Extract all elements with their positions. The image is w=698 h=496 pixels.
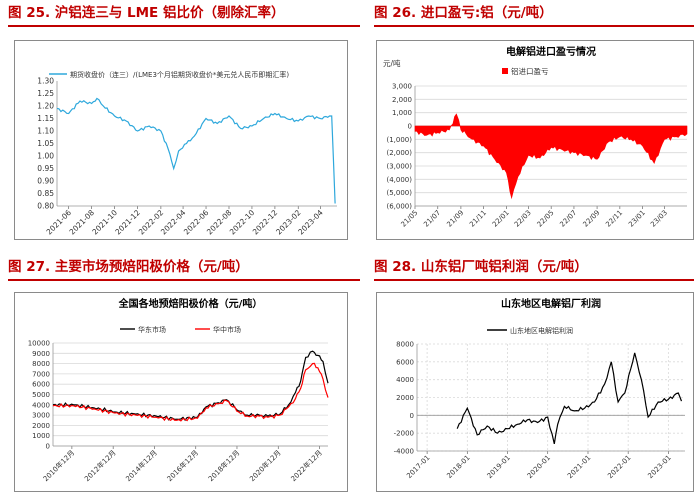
y-tick-label: 0.85 [37,189,54,198]
legend-label: 山东地区电解铝利润 [510,326,573,335]
figure-26-header: 图 26. 进口盈亏:铝（元/吨） [374,5,553,21]
y-tick-label: 4000 [396,376,414,384]
y-tick-label: 0.95 [37,164,54,173]
y-tick-label: 0 [408,123,412,131]
y-tick-label: (5,000) [386,189,412,197]
y-tick-label: 0 [46,443,50,451]
header-rule [8,25,360,27]
y-tick-label: (4,000) [386,176,412,184]
x-tick-label: 2021-01 [566,454,592,480]
y-tick-label: -4000 [394,448,414,456]
x-tick-label: 2018-01 [445,454,471,480]
figure-27-header: 图 27. 主要市场预焙阳极价格（元/吨） [8,259,249,275]
x-tick-label: 22/01 [491,209,511,229]
y-tick-label: 8000 [396,341,414,349]
x-tick-label: 22/11 [604,209,624,229]
chart-panel-25: 1.30 1.25 1.20 1.15 1.10 1.05 1.00 0.95 0.90 0.85… [14,40,348,240]
y-tick-label: 6000 [32,381,50,389]
y-tick-label: 1.00 [37,152,54,161]
x-tick-label: 23/01 [627,209,647,229]
x-tick-label: 21/07 [422,209,442,229]
x-tick-label: 23/03 [649,209,669,229]
y-tick-label: 0.80 [37,202,54,211]
x-tick-label: 2019-01 [486,454,512,480]
y-tick-label: (3,000) [386,163,412,171]
x-tick-label: 2017-01 [405,454,431,480]
figure-28-header: 图 28. 山东铝厂吨铝利润（元/吨） [374,259,588,275]
y-tick-label: 2000 [396,394,414,402]
series-line [52,362,329,422]
legend-label: 华东市场 [138,325,166,334]
y-tick-label: (1,000) [386,136,412,144]
chart-panel-26: 电解铝进口盈亏情况元/吨 3,000 2,000 1,000 0 (1,000) (2,00… [376,40,694,240]
y-tick-label: (2,000) [386,149,412,157]
y-tick-label: 5000 [32,391,50,399]
chart-panel-28: 山东地区电解铝厂利润 8000 6000 4000 2000 0 -2000 -4000 201… [376,292,694,492]
x-tick-label: 2012年12月 [82,448,117,483]
header-rule [8,279,360,281]
y-tick-label: 3000 [32,412,50,420]
chart-panel-27: 全国各地预焙阳极价格（元/吨） 10000 9000 8000 7000 6000 5000… [14,292,348,492]
y-tick-label: 1000 [32,432,50,440]
x-tick-label: 21/05 [399,209,419,229]
chart-title: 山东地区电解铝厂利润 [501,297,601,310]
y-tick-label: (6,000) [386,203,412,211]
series-area [414,113,688,200]
y-tick-label: 1,000 [392,109,412,117]
y-tick-label: 10000 [28,340,50,348]
y-tick-label: 9000 [32,350,50,358]
y-tick-label: 4000 [32,401,50,409]
x-tick-label: 2022年12月 [289,448,324,483]
x-tick-label: 22/05 [536,209,556,229]
x-tick-label: 2023-01 [646,454,672,480]
x-tick-label: 22/09 [582,209,602,229]
chart-25-svg: 1.30 1.25 1.20 1.15 1.10 1.05 1.00 0.95 0.90 0.85… [37,70,337,237]
y-tick-label: 1.05 [37,139,54,148]
y-axis-label: 元/吨 [383,58,401,68]
y-tick-label: 6000 [396,358,414,366]
series-line [52,350,329,422]
y-tick-label: 0.90 [37,177,54,186]
legend-label: 期货收盘价（连三）/(LME3个月铝期货收盘价*美元兑人民币即期汇率) [70,70,289,79]
legend-label: 华中市场 [213,325,241,334]
y-tick-label: 1.25 [37,89,54,98]
y-tick-label: 8000 [32,360,50,368]
legend-label: 铝进口盈亏 [511,66,549,76]
x-tick-label: 21/09 [445,209,465,229]
x-tick-label: 2020-01 [526,454,552,480]
y-tick-label: 2000 [32,422,50,430]
x-tick-label: 21/11 [468,209,488,229]
legend-swatch [502,68,508,74]
y-tick-label: 1.15 [37,114,54,123]
y-tick-label: 2,000 [392,96,412,104]
series-line [56,97,336,204]
x-tick-label: 22/07 [558,209,578,229]
chart-title: 电解铝进口盈亏情况 [506,45,596,58]
x-tick-label: 2020年12月 [248,448,283,483]
y-tick-label: 3,000 [392,83,412,91]
chart-27-svg: 全国各地预焙阳极价格（元/吨）1000090008000700060005000… [28,297,329,483]
y-tick-label: 0 [410,412,414,420]
x-tick-label: 22/03 [513,209,533,229]
x-tick-label: 2022-01 [606,454,632,480]
y-tick-label: 1.30 [37,77,54,86]
x-tick-label: 2023-04 [296,208,325,237]
y-tick-label: 7000 [32,370,50,378]
x-tick-label: 2010年12月 [41,448,76,483]
header-rule [374,279,694,281]
chart-28-svg: 山东地区电解铝厂利润80006000400020000-2000-4000201… [394,297,685,480]
x-tick-label: 2014年12月 [124,448,159,483]
x-tick-label: 2016年12月 [165,448,200,483]
y-tick-label: 1.10 [37,127,54,136]
y-tick-label: -2000 [394,430,414,438]
x-tick-label: 2018年12月 [206,448,241,483]
header-rule [374,25,694,27]
y-tick-label: 1.20 [37,102,54,111]
chart-title: 全国各地预焙阳极价格（元/吨） [118,297,263,310]
series-line [456,352,683,445]
figure-25-header: 图 25. 沪铝连三与 LME 铝比价（剔除汇率） [8,5,285,21]
